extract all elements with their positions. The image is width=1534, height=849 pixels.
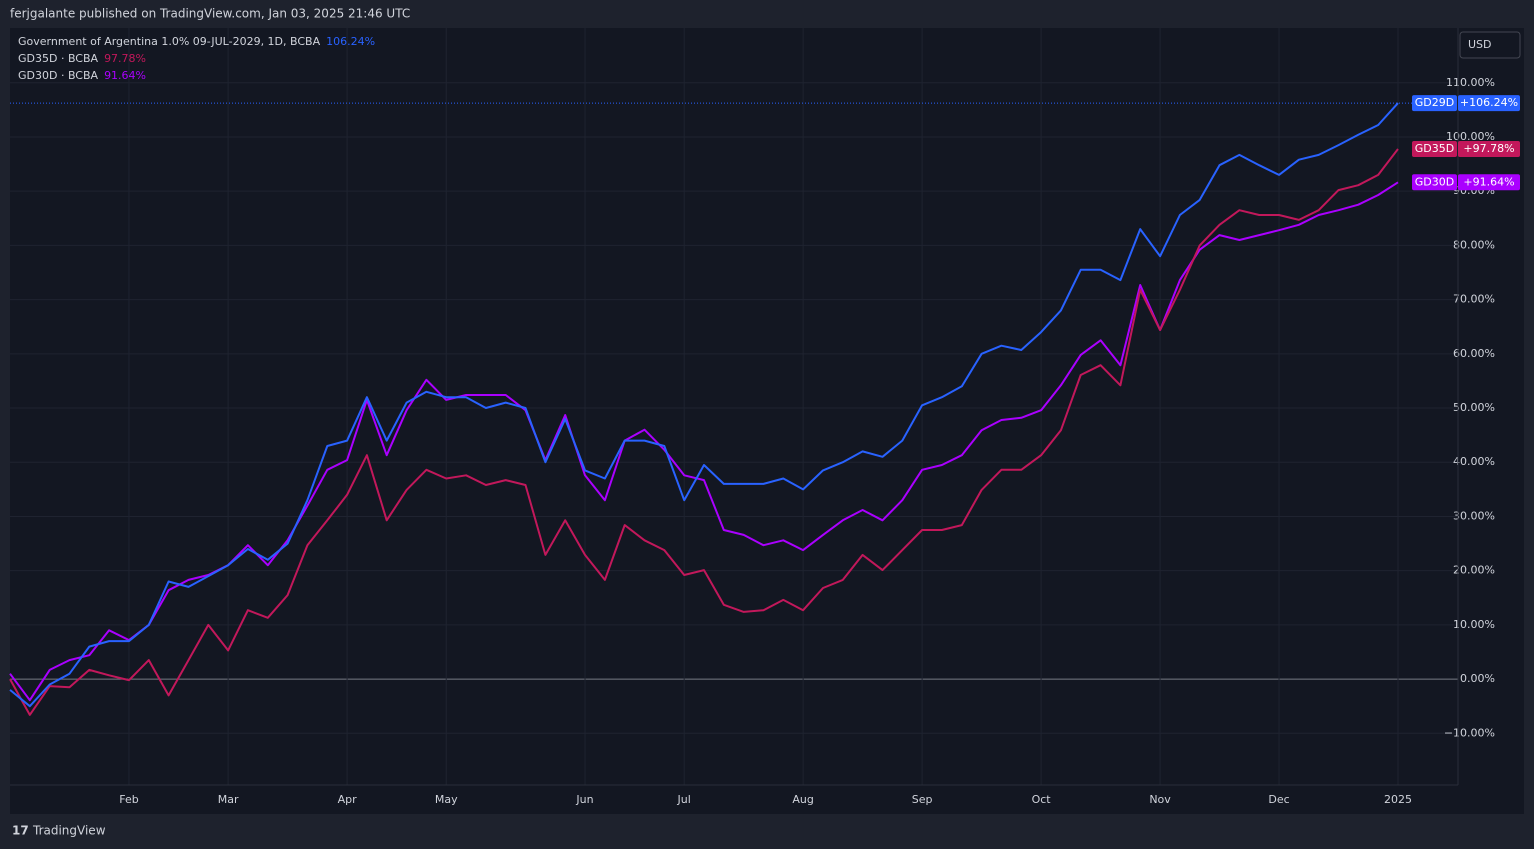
x-tick-label: Jun: [575, 793, 593, 806]
y-tick-label: 80.00%: [1453, 238, 1495, 251]
y-tick-label: 70.00%: [1453, 293, 1495, 306]
x-tick-label: Dec: [1268, 793, 1289, 806]
badge-name: GD35D: [1415, 142, 1454, 155]
legend-name: GD35D · BCBA: [18, 52, 99, 65]
y-tick-label: 60.00%: [1453, 347, 1495, 360]
x-tick-label: Feb: [119, 793, 138, 806]
x-tick-label: Aug: [792, 793, 813, 806]
x-tick-label: Oct: [1032, 793, 1052, 806]
x-tick-label: Jul: [677, 793, 691, 806]
legend-value: 91.64%: [104, 69, 146, 82]
logo-mark: 17: [12, 824, 29, 838]
badge-bg: [1412, 141, 1457, 158]
badge-bg: [1412, 174, 1457, 191]
x-tick-label: May: [435, 793, 458, 806]
badge-bg: [1458, 95, 1520, 112]
badge-value: +106.24%: [1460, 96, 1518, 109]
brand: TradingView: [32, 824, 106, 838]
legend-name: Government of Argentina 1.0% 09-JUL-2029…: [18, 35, 321, 48]
legend-name: GD30D · BCBA: [18, 69, 99, 82]
series-line: [9, 181, 1399, 702]
x-tick-label: Sep: [912, 793, 933, 806]
badge-value: +91.64%: [1463, 175, 1514, 188]
y-tick-label: 40.00%: [1453, 455, 1495, 468]
series-line: [9, 102, 1399, 708]
plot-background: [10, 28, 1524, 814]
y-tick-label: 30.00%: [1453, 509, 1495, 522]
legend-value: 106.24%: [326, 35, 375, 48]
x-tick-label: Mar: [218, 793, 239, 806]
badge-value: +97.78%: [1463, 142, 1514, 155]
badge-name: GD30D: [1415, 175, 1454, 188]
series-line: [9, 148, 1399, 716]
y-tick-label: 0.00%: [1460, 672, 1495, 685]
y-tick-label: 110.00%: [1446, 76, 1495, 89]
y-tick-label: 50.00%: [1453, 401, 1495, 414]
currency-button[interactable]: [1459, 31, 1521, 59]
badge-bg: [1458, 174, 1520, 191]
y-tick-label: 10.00%: [1453, 618, 1495, 631]
currency[interactable]: USD: [1468, 38, 1492, 51]
y-tick-label: −10.00%: [1444, 726, 1495, 739]
x-tick-label: Apr: [338, 793, 358, 806]
badge-bg: [1412, 95, 1457, 112]
badge-bg: [1458, 141, 1520, 158]
legend-value: 97.78%: [104, 52, 146, 65]
badge-name: GD29D: [1415, 96, 1454, 109]
x-tick-label: 2025: [1384, 793, 1412, 806]
x-tick-label: Nov: [1149, 793, 1171, 806]
y-tick-label: 20.00%: [1453, 564, 1495, 577]
publisher: ferjgalante published on TradingView.com…: [10, 7, 410, 21]
